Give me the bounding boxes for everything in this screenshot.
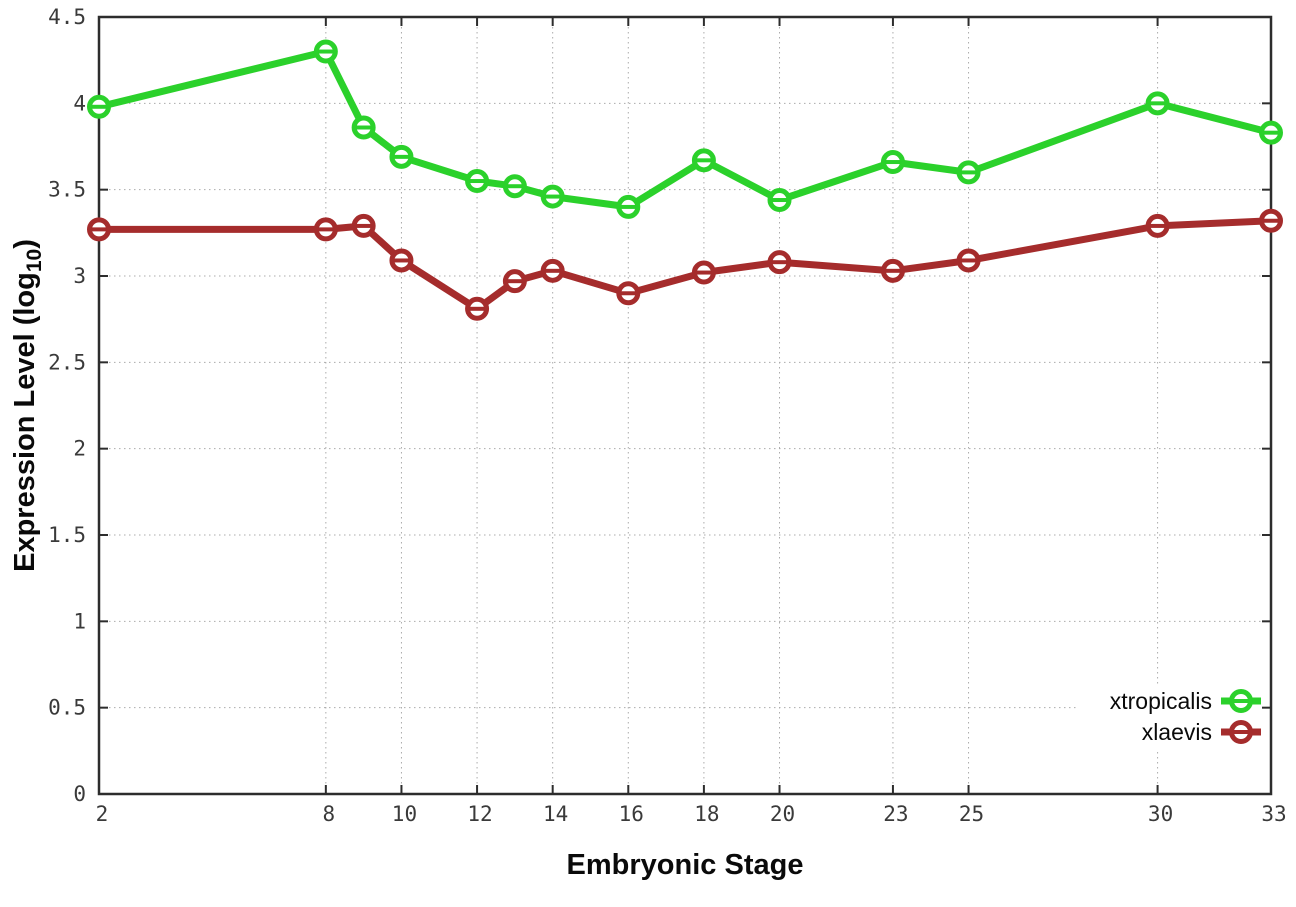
data-point-marker — [691, 148, 716, 173]
legend-item-xtropicalis: xtropicalis — [1110, 688, 1261, 714]
x-tick-labels: 2 8 10 12 14 16 18 20 23 25 30 33 — [96, 802, 1287, 826]
legend-item-xlaevis: xlaevis — [1142, 719, 1261, 745]
series-xtropicalis — [87, 39, 1283, 219]
x-tick-label: 23 — [883, 802, 908, 826]
data-point-marker — [351, 115, 376, 140]
x-tick-label: 20 — [770, 802, 795, 826]
legend-label: xlaevis — [1142, 719, 1212, 745]
data-point-marker — [767, 188, 792, 213]
legend-label: xtropicalis — [1110, 688, 1212, 714]
data-point-marker — [87, 217, 111, 242]
x-tick-label: 18 — [694, 802, 719, 826]
data-point-marker — [1259, 120, 1283, 145]
y-axis-label: Expression Level (log10) — [9, 239, 46, 572]
y-tick-label: 4 — [73, 91, 86, 115]
data-point-marker — [880, 258, 905, 283]
data-point-marker — [616, 281, 641, 306]
y-tick-label: 1.5 — [48, 523, 86, 547]
data-point-marker — [540, 184, 565, 209]
x-tick-label: 2 — [96, 802, 109, 826]
plot-frame — [97, 15, 1273, 796]
data-point-marker — [465, 169, 490, 194]
data-point-marker — [313, 39, 338, 64]
x-tick-label: 30 — [1148, 802, 1173, 826]
y-tick-label: 2.5 — [48, 350, 86, 374]
y-tick-label: 3 — [73, 264, 86, 288]
data-point-marker — [87, 94, 111, 119]
data-point-marker — [616, 194, 641, 219]
x-tick-label: 25 — [959, 802, 984, 826]
y-tick-labels: 0 0.5 1 1.5 2 2.5 3 3.5 4 4.5 — [48, 5, 86, 806]
data-point-marker — [502, 174, 527, 199]
data-point-marker — [956, 160, 981, 185]
data-point-marker — [502, 269, 527, 294]
series-xlaevis — [87, 208, 1283, 321]
x-tick-label: 16 — [619, 802, 644, 826]
x-tick-label: 12 — [467, 802, 492, 826]
data-point-marker — [956, 248, 981, 273]
x-tick-label: 33 — [1261, 802, 1286, 826]
data-point-marker — [1145, 213, 1170, 238]
data-point-marker — [1259, 208, 1283, 233]
data-point-marker — [767, 250, 792, 275]
data-point-marker — [1145, 91, 1170, 116]
data-point-marker — [691, 260, 716, 285]
y-tick-label: 1 — [73, 609, 86, 633]
y-tick-label: 4.5 — [48, 5, 86, 29]
data-point-marker — [313, 217, 338, 242]
data-point-marker — [389, 248, 414, 273]
data-point-marker — [351, 213, 376, 238]
data-point-marker — [465, 296, 490, 321]
y-tick-label: 0.5 — [48, 696, 86, 720]
y-tick-label: 0 — [73, 782, 86, 806]
legend: xtropicalis xlaevis — [1110, 688, 1261, 745]
data-point-marker — [389, 144, 414, 169]
y-tick-label: 2 — [73, 437, 86, 461]
data-point-marker — [880, 150, 905, 175]
x-tick-label: 8 — [323, 802, 336, 826]
x-tick-label: 10 — [392, 802, 417, 826]
x-tick-label: 14 — [543, 802, 568, 826]
x-axis-label: Embryonic Stage — [567, 849, 804, 881]
y-tick-label: 3.5 — [48, 178, 86, 202]
data-point-marker — [540, 258, 565, 283]
